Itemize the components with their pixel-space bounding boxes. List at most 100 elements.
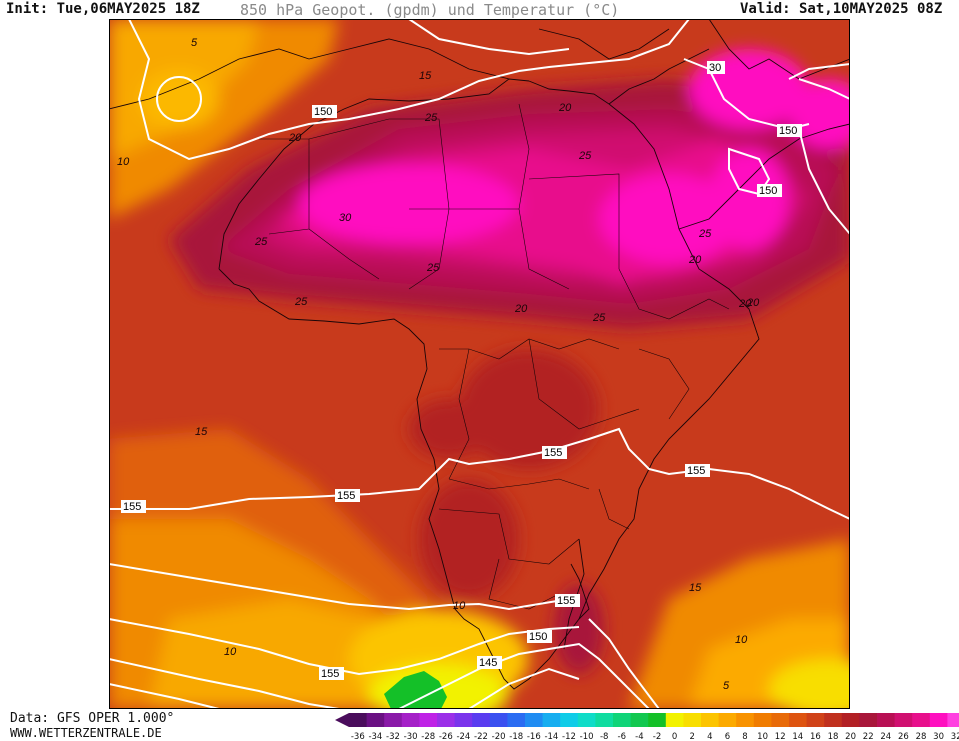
contour-label: 145 — [479, 657, 497, 669]
legend-tick-label: 6 — [725, 732, 730, 741]
legend-tick-label: -4 — [635, 732, 643, 741]
contour-label-box — [542, 446, 567, 459]
legend-swatch — [595, 713, 614, 727]
legend-tick-label: -36 — [351, 732, 365, 741]
contour-label-box — [555, 594, 580, 607]
contour-label: 155 — [321, 668, 339, 680]
legend-swatch — [894, 713, 913, 727]
legend-tick-label: 4 — [707, 732, 712, 741]
contour-labels: 5 15 150 20 25 30 10 25 30 150 150 25 25 20 25 25 25 20 20… — [117, 37, 802, 692]
legend-swatch — [753, 713, 772, 727]
legend-swatch — [437, 713, 456, 727]
legend-swatch — [454, 713, 473, 727]
legend-swatch — [859, 713, 878, 727]
legend-swatch — [736, 713, 755, 727]
cold-anomaly — [384, 671, 447, 709]
contour-label: 25 — [698, 228, 712, 240]
legend-tick-label: 0 — [672, 732, 677, 741]
contour-label: 20 — [688, 254, 702, 266]
contour-label: 155 — [557, 595, 575, 607]
legend-swatch — [789, 713, 808, 727]
legend-tick-label: 30 — [933, 732, 944, 741]
legend-swatch — [806, 713, 825, 727]
legend-swatch — [912, 713, 931, 727]
contour-label: 30 — [709, 62, 721, 74]
legend-swatch — [401, 713, 420, 727]
contour-label-box — [335, 489, 360, 502]
contour-label: 150 — [759, 185, 777, 197]
legend-swatch — [419, 713, 438, 727]
contour-label: 5 — [723, 680, 730, 692]
legend-swatch — [525, 713, 544, 727]
legend-tick-label: 12 — [775, 732, 786, 741]
contour-label: 20 — [558, 102, 572, 114]
legend-swatch — [771, 713, 790, 727]
contour-label: 25 — [426, 262, 440, 274]
legend-tick-label: 28 — [916, 732, 927, 741]
contour-label: 25 — [424, 112, 438, 124]
legend-swatch — [877, 713, 896, 727]
legend-tick-label: 18 — [828, 732, 839, 741]
geopotential-contours — [109, 19, 850, 709]
contour-label: 25 — [578, 150, 592, 162]
legend-swatch — [665, 713, 684, 727]
legend-swatch — [542, 713, 561, 727]
contour-label-box — [685, 464, 710, 477]
contour-label: 25 — [254, 236, 268, 248]
legend-tick-label: 32 — [951, 732, 959, 741]
contour-label: 10 — [224, 646, 237, 658]
contour-label: 25 — [592, 312, 606, 324]
contour-label: 30 — [339, 212, 352, 224]
contour-label: 150 — [529, 631, 547, 643]
data-source: Data: GFS OPER 1.000° — [10, 711, 175, 726]
contour-label: 155 — [687, 465, 705, 477]
legend-swatch — [701, 713, 720, 727]
legend-tick-label: -14 — [544, 732, 558, 741]
contour-label: 20 — [738, 298, 752, 310]
legend-tick-label: -20 — [492, 732, 506, 741]
contour-label-box — [121, 500, 146, 513]
coastlines — [109, 19, 850, 690]
legend-swatch — [947, 713, 959, 727]
legend-tick-label: 10 — [757, 732, 768, 741]
legend-tick-label: -18 — [509, 732, 523, 741]
legend-swatch — [349, 713, 368, 727]
contour-label: 155 — [337, 490, 355, 502]
legend-tick-label: -16 — [527, 732, 541, 741]
legend-tick-label: -34 — [368, 732, 382, 741]
legend-arrow-left — [335, 713, 349, 727]
legend-tick-label: -2 — [653, 732, 661, 741]
legend-tick-label: 20 — [845, 732, 856, 741]
contour-label-box — [477, 656, 502, 669]
legend-swatch — [718, 713, 737, 727]
legend-tick-label: -26 — [439, 732, 453, 741]
legend-tick-label: -30 — [404, 732, 418, 741]
legend-swatch — [366, 713, 385, 727]
legend-swatch — [683, 713, 702, 727]
contour-label: 150 — [779, 125, 797, 137]
contour-label-box — [312, 105, 337, 118]
legend-swatch — [613, 713, 632, 727]
legend-tick-label: 26 — [898, 732, 909, 741]
init-time: Init: Tue,06MAY2025 18Z — [6, 1, 200, 17]
legend-tick-label: 16 — [810, 732, 821, 741]
map-title: 850 hPa Geopot. (gpdm) und Temperatur (°… — [240, 1, 620, 19]
legend-tick-label: -6 — [618, 732, 626, 741]
contour-label: 15 — [195, 426, 208, 438]
contour-label: 10 — [453, 600, 466, 612]
contour-label: 25 — [294, 296, 308, 308]
temperature-shading — [109, 19, 850, 709]
contour-label: 5 — [191, 37, 198, 49]
legend-tick-label: -8 — [600, 732, 608, 741]
country-borders — [259, 103, 730, 610]
contour-label-box — [319, 667, 344, 680]
legend-tick-label: -24 — [456, 732, 470, 741]
contour-label: 20 — [288, 132, 302, 144]
legend-tick-label: 22 — [863, 732, 874, 741]
legend-swatch — [929, 713, 948, 727]
legend-swatch — [841, 713, 860, 727]
contour-label: 155 — [123, 501, 141, 513]
weather-map: 5 15 150 20 25 30 10 25 30 150 150 25 25 20 25 25 25 20 20… — [109, 19, 850, 709]
contour-label: 15 — [419, 70, 432, 82]
contour-label: 155 — [544, 447, 562, 459]
